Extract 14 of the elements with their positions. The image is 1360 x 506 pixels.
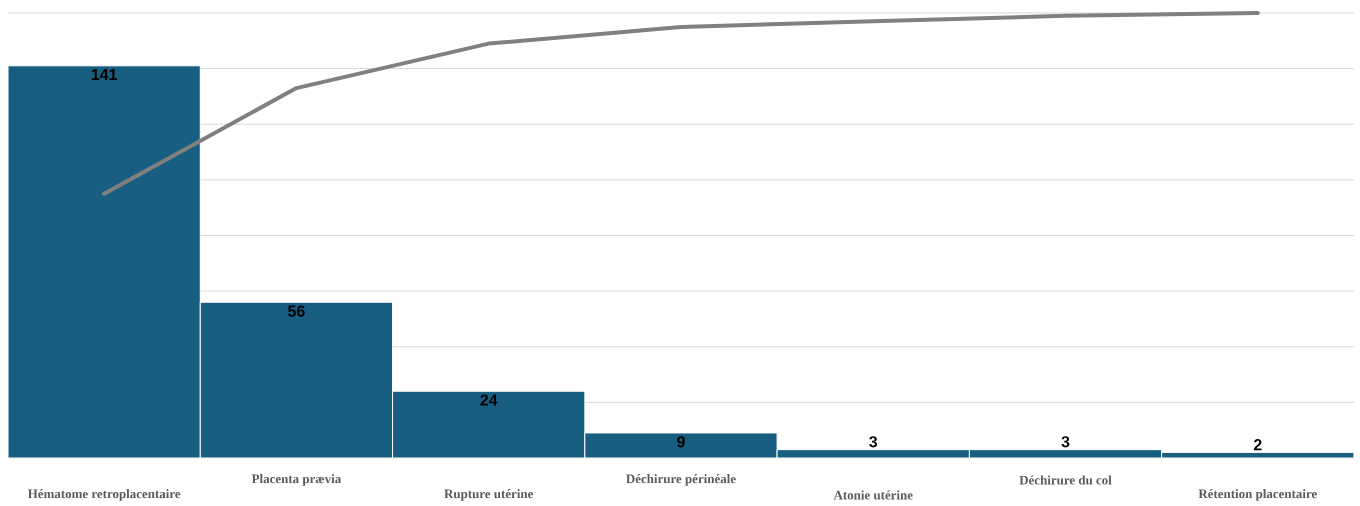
data-label: 24 — [480, 394, 498, 406]
x-tick-label: Atonie utérine — [833, 490, 913, 500]
x-tick-label: Rupture utérine — [444, 489, 534, 501]
data-label: 2 — [1253, 439, 1262, 451]
data-label: 3 — [1061, 436, 1070, 448]
x-tick-label: Déchirure périnéale — [626, 474, 736, 486]
x-tick-label: Rétention placentaire — [1198, 489, 1317, 501]
x-tick-label: Déchirure du col — [1019, 475, 1112, 485]
x-tick-label: Placenta prævia — [251, 474, 342, 486]
data-label: 56 — [288, 305, 305, 317]
data-label: 9 — [677, 436, 685, 448]
data-label: 3 — [869, 436, 878, 448]
x-tick-label: Hématome retroplacentaire — [27, 489, 181, 501]
data-label: 141 — [91, 69, 117, 80]
